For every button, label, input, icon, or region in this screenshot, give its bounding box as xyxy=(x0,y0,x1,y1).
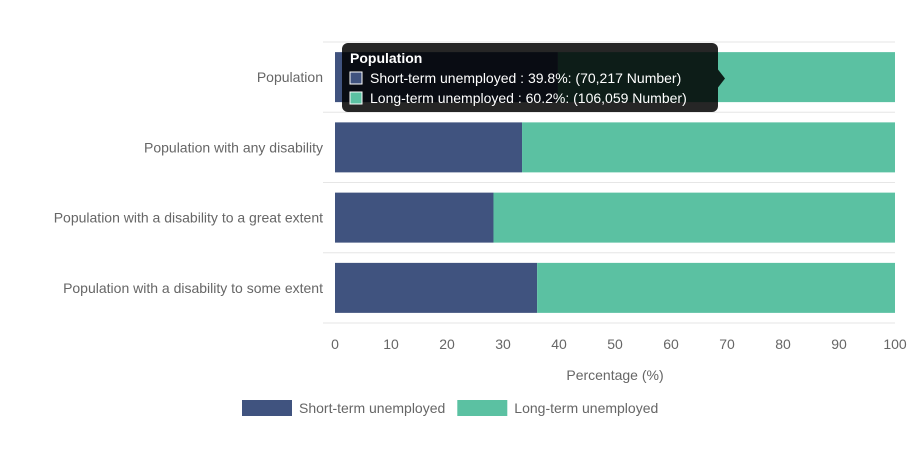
legend-swatch xyxy=(242,400,292,416)
x-tick-label: 70 xyxy=(719,336,735,352)
x-tick-label: 50 xyxy=(607,336,623,352)
category-label: Population xyxy=(257,69,323,85)
bar-long-term-1[interactable] xyxy=(522,122,895,173)
grid-layer xyxy=(323,41,895,324)
x-tick-label: 90 xyxy=(831,336,847,352)
tooltip-caret xyxy=(718,69,725,88)
bar-long-term-3[interactable] xyxy=(537,262,895,313)
tooltip-title: Population xyxy=(350,50,422,66)
category-labels: Population Population with any disability… xyxy=(54,69,323,296)
legend-item-short-term[interactable]: Short-term unemployed xyxy=(242,400,445,416)
category-label: Population with a disability to a great … xyxy=(54,210,323,226)
x-axis-title: Percentage (%) xyxy=(566,367,663,383)
tooltip-swatch xyxy=(349,91,363,105)
x-tick-label: 40 xyxy=(551,336,567,352)
category-label: Population with a disability to some ext… xyxy=(63,280,323,296)
legend: Short-term unemployed Long-term unemploye… xyxy=(242,400,658,416)
tooltip-line: Short-term unemployed : 39.8%: (70,217 N… xyxy=(370,70,681,86)
legend-label: Short-term unemployed xyxy=(299,400,445,416)
tooltip-line: Long-term unemployed : 60.2%: (106,059 N… xyxy=(370,90,687,106)
x-axis-ticks: 0 10 20 30 40 50 60 70 80 90 100 xyxy=(331,336,907,352)
bar-long-term-2[interactable] xyxy=(493,192,895,243)
bar-short-term-1[interactable] xyxy=(335,122,523,173)
x-tick-label: 100 xyxy=(883,336,907,352)
legend-swatch xyxy=(457,400,508,416)
bar-short-term-2[interactable] xyxy=(335,192,494,243)
category-label: Population with any disability xyxy=(144,139,323,155)
x-tick-label: 60 xyxy=(663,336,679,352)
x-tick-label: 30 xyxy=(495,336,511,352)
tooltip: Population Short-term unemployed : 39.8%:… xyxy=(342,43,725,112)
x-tick-label: 0 xyxy=(331,336,339,352)
legend-item-long-term[interactable]: Long-term unemployed xyxy=(457,400,658,416)
x-tick-label: 20 xyxy=(439,336,455,352)
bar-short-term-3[interactable] xyxy=(335,262,538,313)
legend-label: Long-term unemployed xyxy=(514,400,658,416)
tooltip-box xyxy=(342,43,718,112)
x-tick-label: 10 xyxy=(383,336,399,352)
x-tick-label: 80 xyxy=(775,336,791,352)
tooltip-swatch xyxy=(349,71,363,85)
